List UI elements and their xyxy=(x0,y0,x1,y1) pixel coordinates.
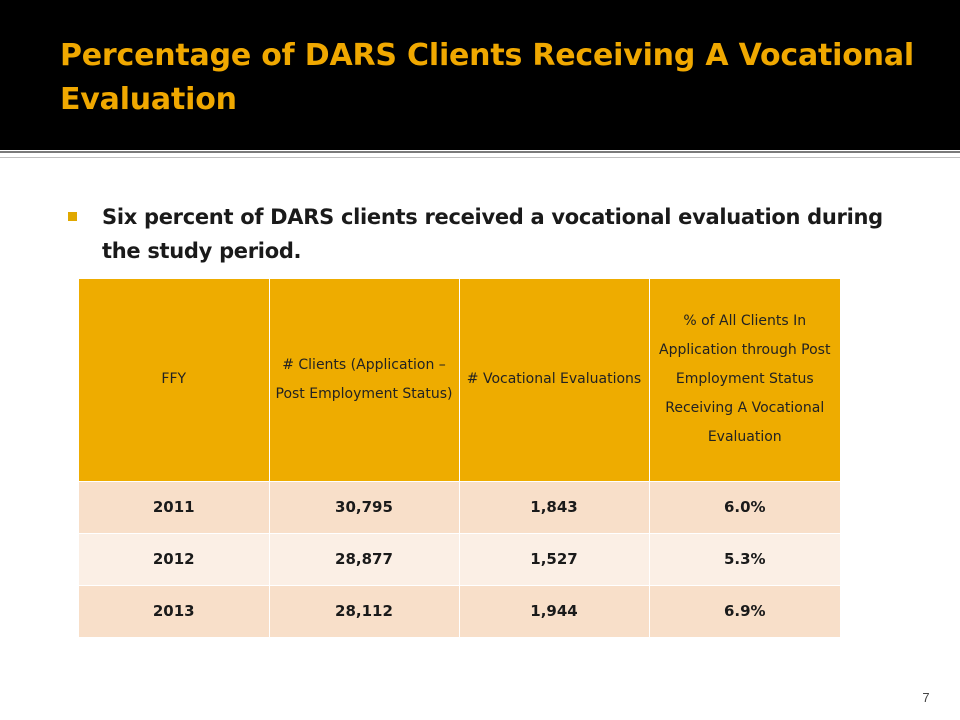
header-vocational-evaluations: # Vocational Evaluations xyxy=(459,279,650,481)
cell-evaluations: 1,527 xyxy=(459,532,650,585)
header-ffy: FFY xyxy=(79,279,270,481)
cell-evaluations: 1,944 xyxy=(459,584,650,637)
header-clients: # Clients (Application –Post Employment … xyxy=(269,279,460,481)
cell-ffy: 2011 xyxy=(79,480,270,533)
table-row: 2013 28,112 1,944 6.9% xyxy=(79,584,840,637)
cell-ffy: 2013 xyxy=(79,584,270,637)
title-divider xyxy=(0,151,960,158)
table-row: 2012 28,877 1,527 5.3% xyxy=(79,532,840,585)
cell-clients: 28,112 xyxy=(269,584,460,637)
cell-clients: 28,877 xyxy=(269,532,460,585)
table-row: 2011 30,795 1,843 6.0% xyxy=(79,480,840,533)
cell-evaluations: 1,843 xyxy=(459,480,650,533)
header-percent-receiving: % of All Clients In Application through … xyxy=(649,279,840,481)
slide-title: Percentage of DARS Clients Receiving A V… xyxy=(60,38,914,117)
data-table: FFY # Clients (Application –Post Employm… xyxy=(79,279,840,637)
title-bar: Percentage of DARS Clients Receiving A V… xyxy=(0,0,960,150)
table-header-row: FFY # Clients (Application –Post Employm… xyxy=(79,279,840,481)
cell-percent: 6.9% xyxy=(649,584,840,637)
bullet-text: Six percent of DARS clients received a v… xyxy=(102,205,883,263)
cell-percent: 6.0% xyxy=(649,480,840,533)
cell-ffy: 2012 xyxy=(79,532,270,585)
cell-clients: 30,795 xyxy=(269,480,460,533)
cell-percent: 5.3% xyxy=(649,532,840,585)
square-bullet-icon xyxy=(68,212,77,221)
page-number: 7 xyxy=(922,690,930,705)
